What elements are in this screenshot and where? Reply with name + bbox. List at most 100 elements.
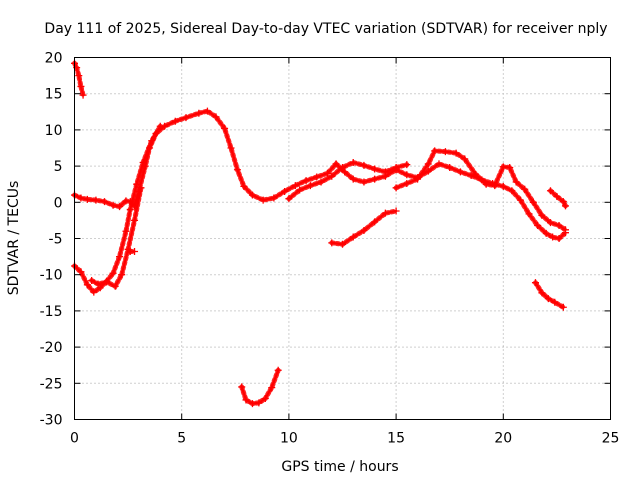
data-point [88, 276, 96, 284]
series-line [549, 189, 567, 207]
y-tick-label: -15 [40, 304, 63, 320]
data-point [538, 211, 546, 219]
data-point [238, 383, 246, 391]
data-point [551, 298, 559, 306]
x-tick-label: 20 [494, 431, 512, 447]
y-tick-label: -5 [49, 232, 63, 248]
data-point [296, 186, 304, 194]
data-point [555, 221, 563, 229]
data-point [313, 173, 321, 181]
data-point [242, 396, 250, 404]
data-point [491, 182, 499, 190]
data-point [285, 195, 293, 203]
data-point [561, 202, 569, 210]
data-point [360, 178, 368, 186]
data-point [349, 175, 357, 183]
data-point [424, 160, 432, 168]
chart-title: Day 111 of 2025, Sidereal Day-to-day VTE… [44, 21, 607, 37]
data-point [349, 233, 357, 241]
data-point [371, 165, 379, 173]
series-arc-11 [546, 187, 569, 210]
data-point [182, 114, 190, 122]
data-point [126, 206, 134, 214]
data-point [341, 168, 349, 176]
data-point [111, 282, 119, 290]
series-line [287, 161, 408, 200]
data-point [561, 226, 569, 234]
data-point [139, 158, 147, 166]
data-point [77, 82, 85, 90]
data-point [268, 384, 276, 392]
data-point [381, 209, 389, 217]
data-point [332, 160, 340, 168]
series-line [73, 125, 162, 294]
data-point [529, 198, 537, 206]
data-point [555, 235, 563, 242]
data-point [83, 281, 91, 289]
data-point [77, 268, 85, 276]
data-point [521, 185, 529, 193]
data-point [323, 169, 331, 177]
data-point [79, 91, 87, 99]
data-point [131, 248, 139, 256]
data-point [446, 164, 454, 172]
data-point [508, 187, 516, 195]
data-point [131, 216, 139, 224]
x-tick-label: 0 [70, 431, 79, 447]
data-point [248, 400, 256, 408]
x-tick-label: 5 [177, 431, 186, 447]
data-point [516, 196, 524, 204]
data-point [148, 137, 156, 145]
data-point [195, 109, 203, 117]
y-tick-label: -30 [40, 413, 63, 429]
data-point [328, 239, 336, 247]
axis-ticks: 0 5 10 15 20 25 -30 -25 -20 -15 -10 -5 0 5 10 15 20 [40, 51, 620, 447]
data-point [122, 197, 130, 205]
data-point [116, 253, 124, 261]
data-point [156, 122, 164, 130]
series-arc-7 [285, 158, 411, 203]
y-tick-label: 5 [54, 159, 63, 175]
data-point [431, 147, 439, 155]
data-point [403, 171, 411, 179]
data-point [255, 399, 263, 407]
data-point [512, 178, 520, 186]
y-tick-label: 0 [54, 195, 63, 211]
data-point [339, 164, 346, 172]
series-arc-5 [126, 248, 139, 256]
data-point [546, 187, 554, 195]
data-point [302, 177, 310, 185]
data-point [109, 269, 117, 277]
series-arc-4 [88, 184, 145, 290]
data-point [281, 187, 289, 195]
y-tick-label: -10 [40, 268, 63, 284]
data-point [339, 240, 346, 248]
data-point [133, 180, 141, 188]
series-arc-6 [238, 366, 282, 408]
series-arc-9 [392, 147, 569, 234]
series-line [395, 149, 567, 231]
data-point [274, 366, 282, 374]
data-point [77, 194, 85, 202]
data-point [371, 175, 379, 183]
data-point [499, 163, 507, 171]
data-point [306, 182, 314, 190]
data-point [171, 117, 179, 125]
data-point [499, 182, 507, 190]
data-point [531, 279, 539, 287]
series-line [73, 110, 567, 240]
data-point [118, 271, 126, 279]
y-tick-label: -20 [40, 340, 63, 356]
data-point [101, 198, 109, 206]
grid [74, 57, 611, 420]
series-markers [393, 148, 568, 233]
data-point [435, 160, 443, 168]
data-point [328, 172, 336, 180]
data-point [92, 196, 100, 204]
data-point [221, 124, 229, 132]
data-point [261, 395, 269, 403]
data-point [544, 295, 552, 303]
y-tick-label: 15 [45, 87, 63, 103]
data-point [452, 149, 460, 157]
data-point [360, 227, 368, 235]
